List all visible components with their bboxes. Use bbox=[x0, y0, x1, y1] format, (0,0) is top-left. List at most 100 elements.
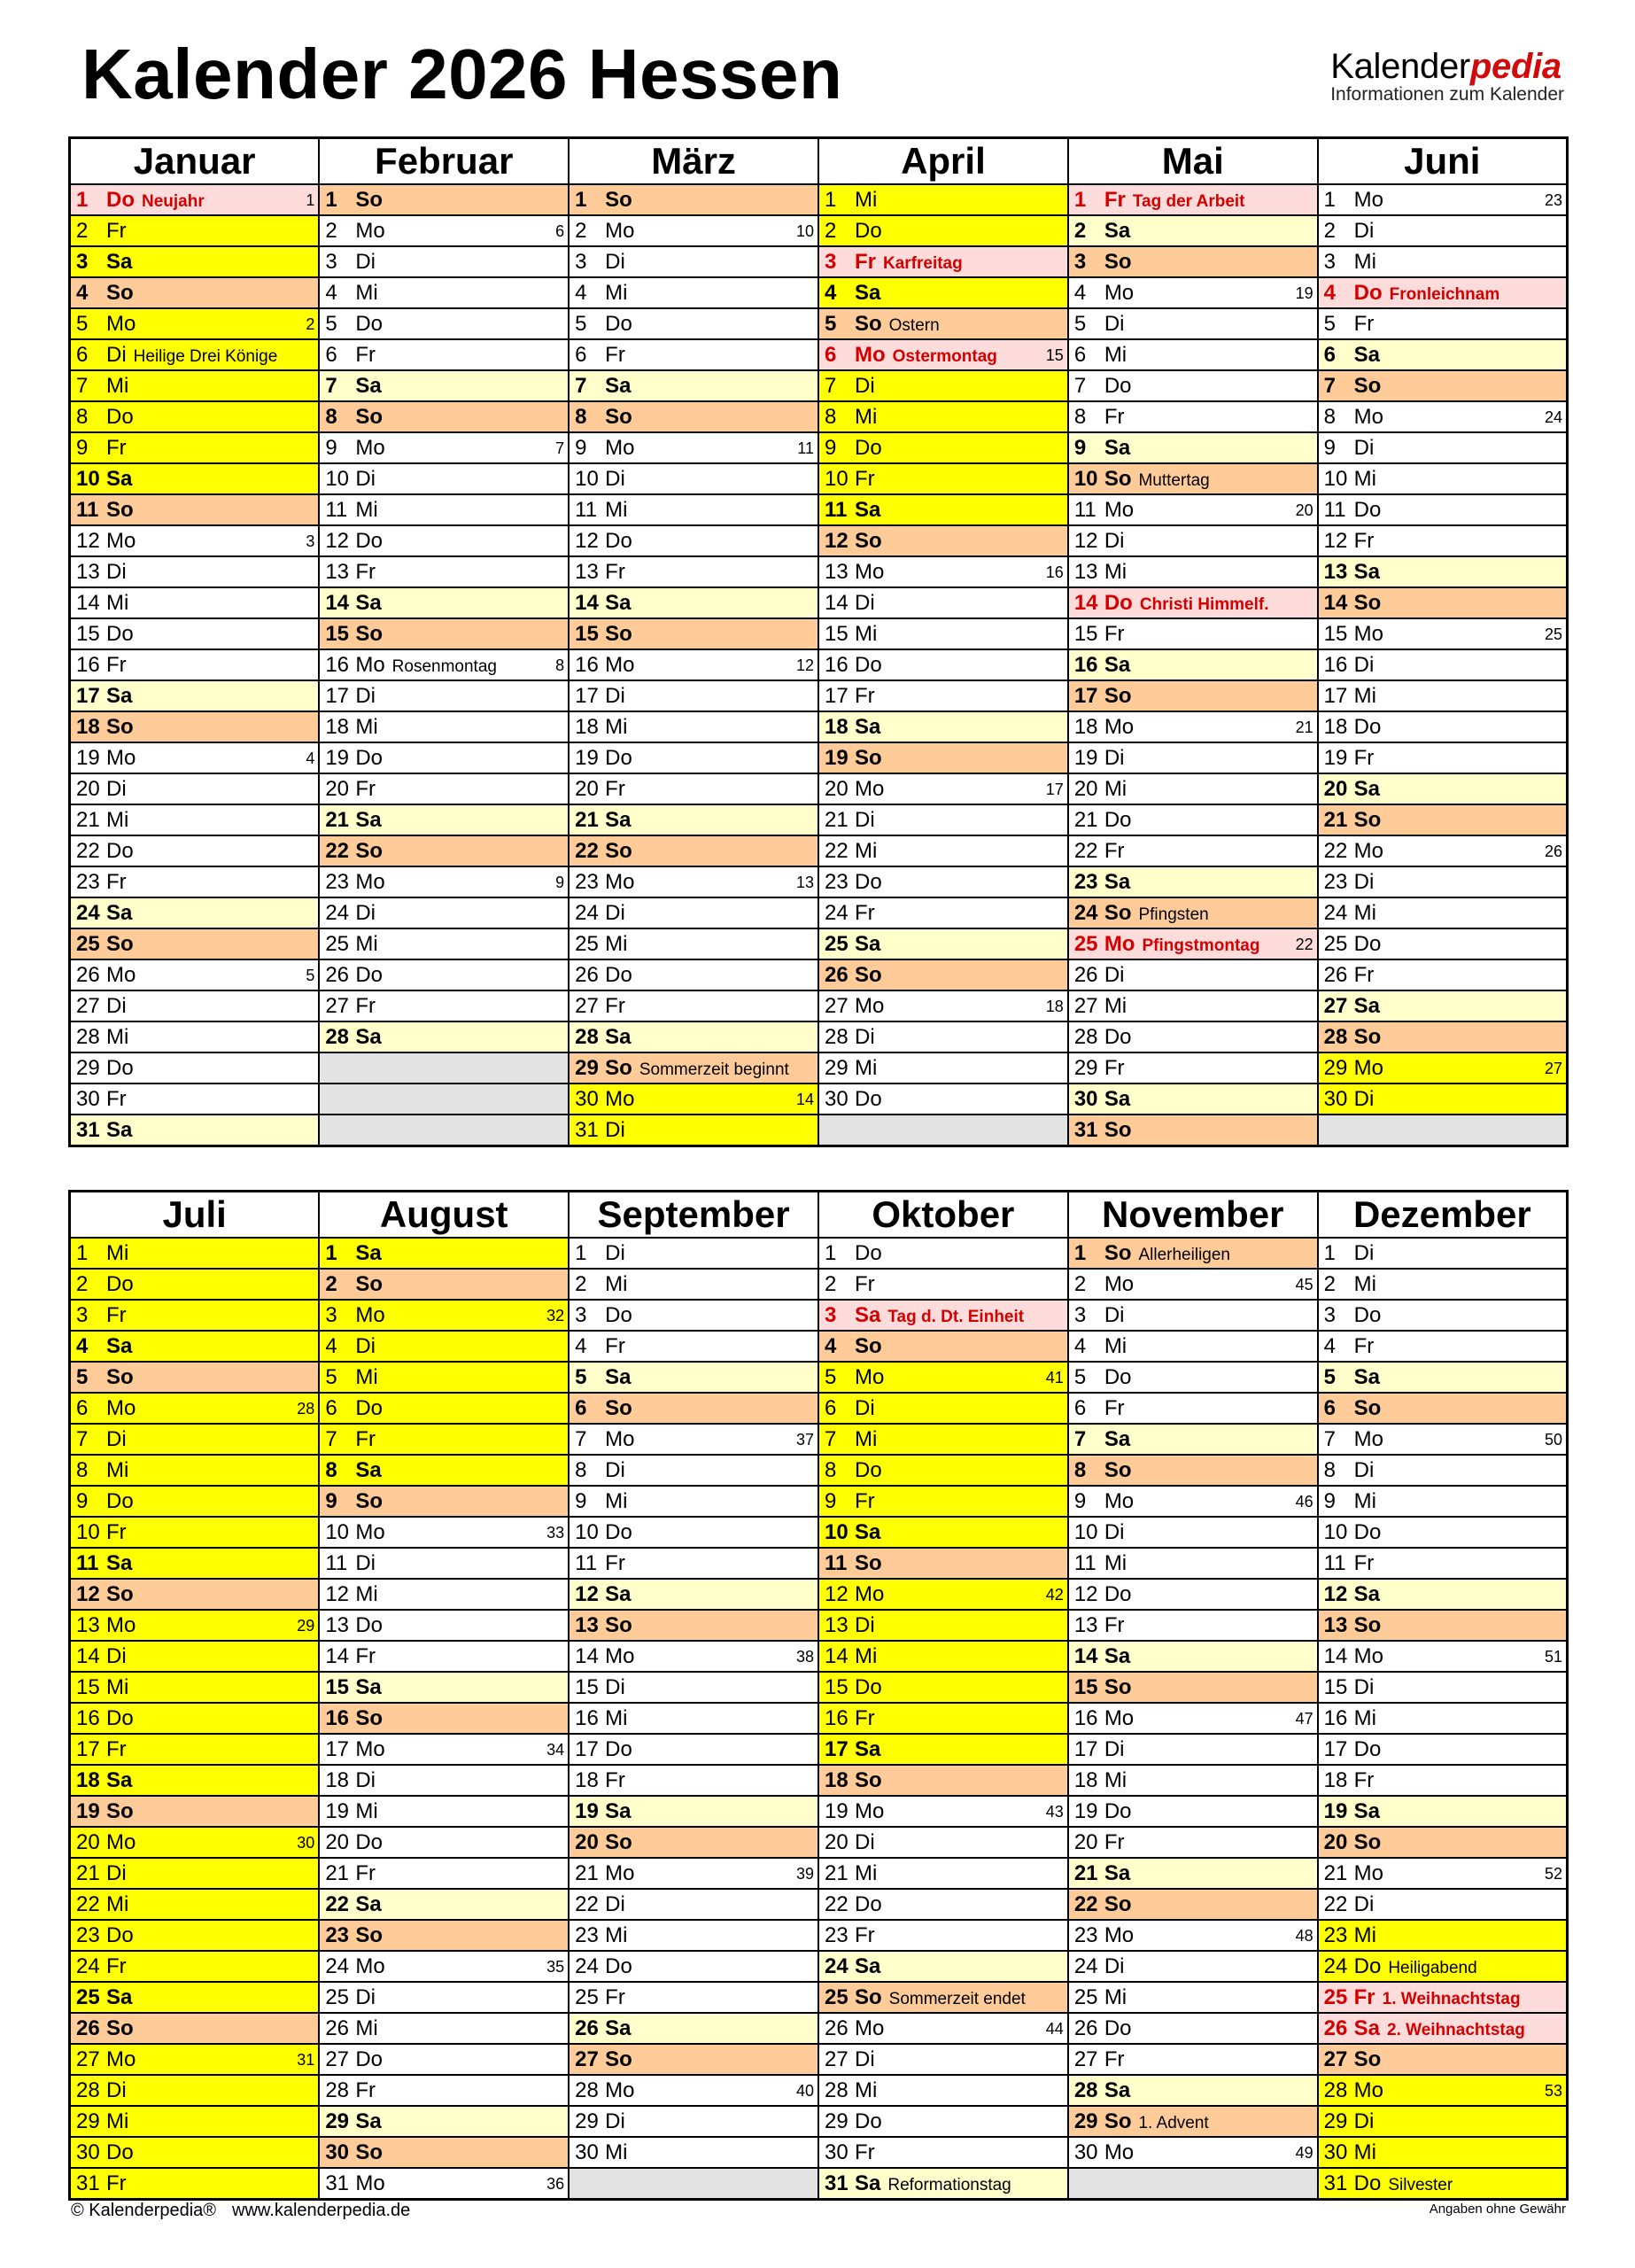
day-cell[interactable]: 2 Mo 10 bbox=[568, 214, 819, 247]
day-cell[interactable]: 12 Mi bbox=[318, 1578, 570, 1611]
day-cell[interactable]: 15 So bbox=[1066, 1671, 1319, 1704]
day-cell[interactable]: 11 Mo 20 bbox=[1066, 493, 1319, 526]
day-cell[interactable]: 8 Fr bbox=[1066, 400, 1319, 433]
day-cell[interactable]: 16 Do bbox=[817, 649, 1069, 681]
day-cell[interactable]: 4 Sa bbox=[68, 1330, 321, 1363]
day-cell[interactable]: 12 So bbox=[817, 524, 1069, 557]
day-cell[interactable]: 23 Do bbox=[68, 1919, 321, 1952]
day-cell[interactable]: 14 Mo 38 bbox=[568, 1640, 819, 1673]
day-cell[interactable]: 12 Sa bbox=[568, 1578, 819, 1611]
day-cell[interactable]: 28 So bbox=[1316, 1021, 1569, 1053]
day-cell[interactable]: 24 Sa bbox=[817, 1950, 1069, 1983]
day-cell[interactable]: 11 Mi bbox=[568, 493, 819, 526]
day-cell[interactable]: 15 Sa bbox=[318, 1671, 570, 1704]
day-cell[interactable]: 13 So bbox=[568, 1609, 819, 1642]
day-cell[interactable]: 7 Di bbox=[68, 1423, 321, 1456]
day-cell[interactable]: 5 Di bbox=[1066, 307, 1319, 340]
day-cell[interactable]: 16 Di bbox=[1316, 649, 1569, 681]
day-cell[interactable]: 21 So bbox=[1316, 804, 1569, 836]
day-cell[interactable]: 4 Mi bbox=[318, 276, 570, 309]
day-cell[interactable]: 22 Di bbox=[568, 1888, 819, 1921]
day-cell[interactable]: 16 Mi bbox=[568, 1702, 819, 1735]
day-cell[interactable]: 18 Do bbox=[1316, 711, 1569, 743]
day-cell[interactable]: 10 Mo 33 bbox=[318, 1516, 570, 1549]
day-cell[interactable]: 26 Mo 44 bbox=[817, 2012, 1069, 2045]
day-cell[interactable]: 1 Mi bbox=[817, 183, 1069, 216]
day-cell[interactable]: 24 Di bbox=[568, 897, 819, 929]
day-cell[interactable]: 25 Fr 1. Weihnachtstag bbox=[1316, 1981, 1569, 2014]
day-cell[interactable]: 5 So bbox=[68, 1361, 321, 1394]
day-cell[interactable]: 8 Sa bbox=[318, 1454, 570, 1487]
day-cell[interactable]: 23 Mo 9 bbox=[318, 866, 570, 898]
day-cell[interactable]: 21 Mo 39 bbox=[568, 1857, 819, 1890]
day-cell[interactable]: 27 Mo 18 bbox=[817, 990, 1069, 1022]
day-cell[interactable]: 9 Do bbox=[817, 431, 1069, 464]
day-cell[interactable]: 29 Do bbox=[68, 1052, 321, 1084]
day-cell[interactable]: 30 Mi bbox=[568, 2136, 819, 2169]
day-cell[interactable]: 5 Do bbox=[318, 307, 570, 340]
day-cell[interactable]: 9 Di bbox=[1316, 431, 1569, 464]
day-cell[interactable]: 26 So bbox=[817, 959, 1069, 991]
day-cell[interactable]: 16 Mo Rosenmontag 8 bbox=[318, 649, 570, 681]
day-cell[interactable]: 5 Mo 2 bbox=[68, 307, 321, 340]
day-cell[interactable]: 12 Di bbox=[1066, 524, 1319, 557]
day-cell[interactable]: 5 Do bbox=[568, 307, 819, 340]
day-cell[interactable]: 28 Mo 40 bbox=[568, 2074, 819, 2107]
day-cell[interactable]: 28 Fr bbox=[318, 2074, 570, 2107]
day-cell[interactable]: 22 So bbox=[568, 835, 819, 867]
day-cell[interactable]: 24 Fr bbox=[817, 897, 1069, 929]
day-cell[interactable]: 4 Mi bbox=[1066, 1330, 1319, 1363]
day-cell[interactable]: 23 Fr bbox=[817, 1919, 1069, 1952]
day-cell[interactable]: 14 Mi bbox=[817, 1640, 1069, 1673]
day-cell[interactable]: 3 Di bbox=[1066, 1299, 1319, 1332]
day-cell[interactable]: 3 Mi bbox=[1316, 245, 1569, 278]
day-cell[interactable]: 12 Do bbox=[318, 524, 570, 557]
day-cell[interactable]: 20 Di bbox=[68, 773, 321, 805]
day-cell[interactable]: 28 Sa bbox=[568, 1021, 819, 1053]
day-cell[interactable]: 11 So bbox=[68, 493, 321, 526]
day-cell[interactable]: 5 Mo 41 bbox=[817, 1361, 1069, 1394]
day-cell[interactable]: 8 So bbox=[568, 400, 819, 433]
day-cell[interactable]: 20 Mi bbox=[1066, 773, 1319, 805]
website-link[interactable]: www.kalenderpedia.de bbox=[232, 2201, 411, 2220]
day-cell[interactable]: 30 So bbox=[318, 2136, 570, 2169]
day-cell[interactable]: 18 Fr bbox=[1316, 1764, 1569, 1797]
day-cell[interactable]: 2 Di bbox=[1316, 214, 1569, 247]
day-cell[interactable]: 31 So bbox=[1066, 1114, 1319, 1147]
day-cell[interactable]: 18 Sa bbox=[817, 711, 1069, 743]
day-cell[interactable]: 15 Fr bbox=[1066, 617, 1319, 650]
day-cell[interactable]: 13 Mi bbox=[1066, 555, 1319, 588]
day-cell[interactable]: 29 Mo 27 bbox=[1316, 1052, 1569, 1084]
day-cell[interactable]: 18 So bbox=[68, 711, 321, 743]
day-cell[interactable]: 8 So bbox=[318, 400, 570, 433]
day-cell[interactable]: 14 Fr bbox=[318, 1640, 570, 1673]
day-cell[interactable]: 21 Mi bbox=[817, 1857, 1069, 1890]
day-cell[interactable]: 4 Do Fronleichnam bbox=[1316, 276, 1569, 309]
day-cell[interactable]: 19 Fr bbox=[1316, 742, 1569, 774]
day-cell[interactable]: 11 Sa bbox=[68, 1547, 321, 1580]
day-cell[interactable]: 25 Do bbox=[1316, 928, 1569, 960]
day-cell[interactable]: 2 Do bbox=[817, 214, 1069, 247]
day-cell[interactable]: 13 So bbox=[1316, 1609, 1569, 1642]
day-cell[interactable]: 4 Sa bbox=[817, 276, 1069, 309]
day-cell[interactable]: 11 So bbox=[817, 1547, 1069, 1580]
day-cell[interactable]: 20 So bbox=[1316, 1826, 1569, 1859]
day-cell[interactable]: 22 Di bbox=[1316, 1888, 1569, 1921]
day-cell[interactable]: 30 Fr bbox=[817, 2136, 1069, 2169]
day-cell[interactable]: 18 Di bbox=[318, 1764, 570, 1797]
day-cell[interactable]: 20 Mo 30 bbox=[68, 1826, 321, 1859]
day-cell[interactable]: 2 Fr bbox=[68, 214, 321, 247]
day-cell[interactable]: 4 Fr bbox=[1316, 1330, 1569, 1363]
day-cell[interactable]: 29 So 1. Advent bbox=[1066, 2105, 1319, 2138]
day-cell[interactable]: 27 So bbox=[1316, 2043, 1569, 2076]
day-cell[interactable]: 24 Di bbox=[1066, 1950, 1319, 1983]
day-cell[interactable]: 18 Mi bbox=[318, 711, 570, 743]
day-cell[interactable]: 29 So Sommerzeit beginnt bbox=[568, 1052, 819, 1084]
day-cell[interactable]: 11 Fr bbox=[1316, 1547, 1569, 1580]
day-cell[interactable]: 3 Sa bbox=[68, 245, 321, 278]
day-cell[interactable]: 17 Di bbox=[568, 680, 819, 712]
day-cell[interactable]: 26 Do bbox=[1066, 2012, 1319, 2045]
day-cell[interactable]: 5 Sa bbox=[568, 1361, 819, 1394]
day-cell[interactable]: 26 Fr bbox=[1316, 959, 1569, 991]
day-cell[interactable]: 27 Mi bbox=[1066, 990, 1319, 1022]
